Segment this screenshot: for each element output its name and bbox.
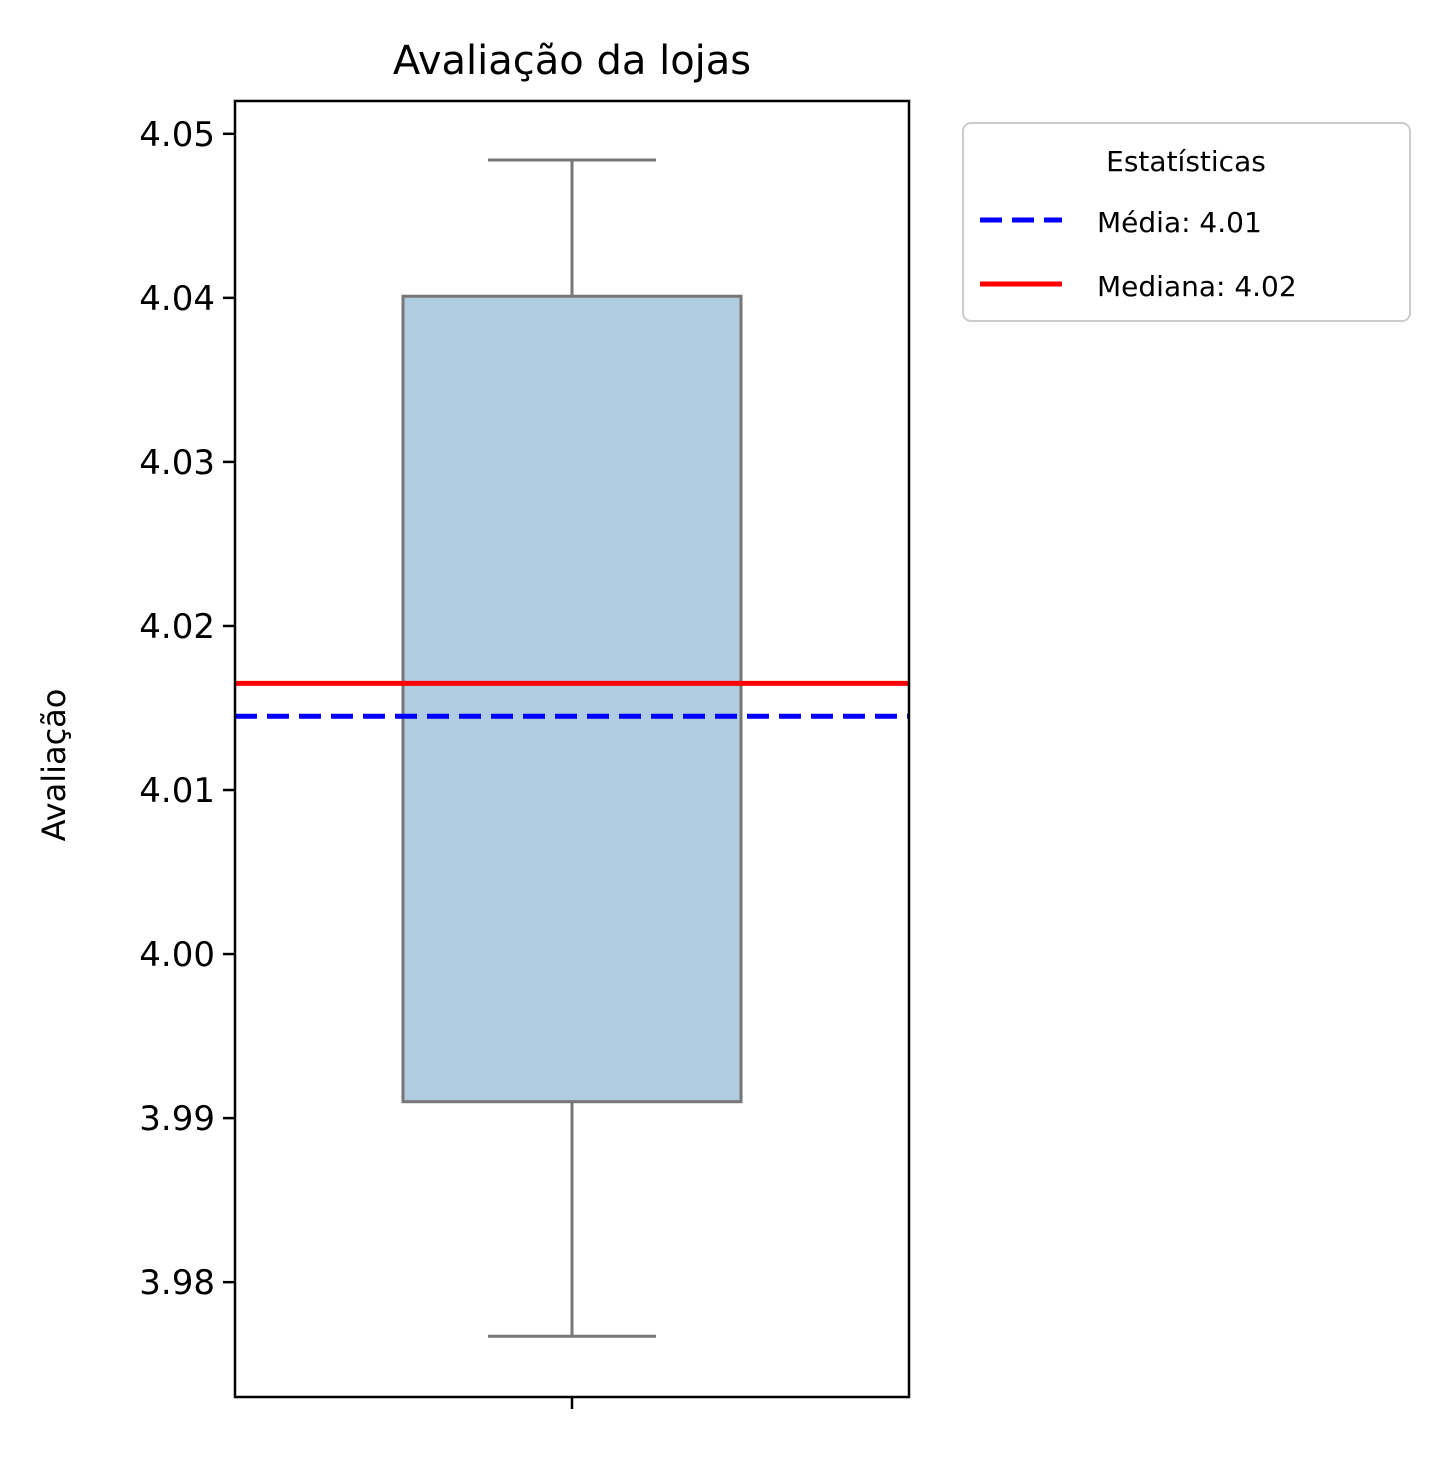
y-tick-label: 3.98 [139,1263,215,1303]
y-tick-label: 4.05 [139,115,215,155]
y-tick-label: 4.04 [139,279,215,319]
legend-title: Estatísticas [1106,145,1266,178]
box-iqr [401,294,743,1104]
legend-label-mean: Média: 4.01 [1097,206,1262,239]
y-tick-label: 4.01 [139,771,215,811]
y-tick-label: 4.02 [139,607,215,647]
y-tick-label: 3.99 [139,1099,215,1139]
y-axis-label: Avaliação [35,689,73,842]
chart-title: Avaliação da lojas [393,38,751,84]
y-tick-label: 4.00 [139,935,215,975]
legend-label-median: Mediana: 4.02 [1097,270,1297,303]
plot-area: 3.98 3.99 4.00 4.01 4.02 4.03 4.04 4.05 [139,99,911,1409]
legend: Estatísticas Média: 4.01 Mediana: 4.02 [962,122,1411,322]
legend-frame [962,122,1411,322]
y-tick-label: 4.03 [139,443,215,483]
